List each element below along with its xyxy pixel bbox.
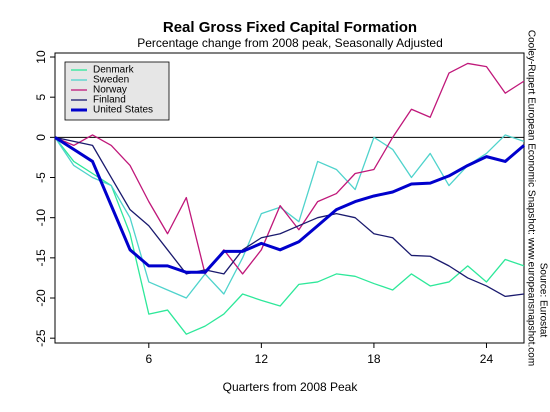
x-tick-label: 18 [367,352,381,366]
x-tick-label: 12 [255,352,269,366]
y-tick-label: -20 [34,289,48,307]
plot-frame [54,52,525,344]
series-line [54,62,525,275]
chart-title: Real Gross Fixed Capital Formation [163,19,417,36]
legend-label: Finland [93,95,126,106]
x-tick-label: 24 [480,352,494,366]
y-tick-label: -15 [34,249,48,267]
legend-label: Norway [93,85,127,96]
source: Source: Eurostat [537,263,548,338]
credit: Cooley-Rupert European Economic Snapshot… [525,30,536,366]
series-line [54,134,525,299]
legend-label: Sweden [93,75,129,86]
y-tick-label: -10 [34,209,48,227]
series-line [54,136,525,298]
chart-subtitle: Percentage change from 2008 peak, Season… [137,36,443,50]
legend-label: United States [93,105,153,116]
x-axis-label: Quarters from 2008 Peak [223,380,359,394]
legend-label: Denmark [93,65,135,76]
y-tick-label: -25 [34,329,48,347]
series-line [54,136,525,335]
series-line [54,136,525,274]
x-tick-label: 6 [145,352,152,366]
y-tick-label: -5 [34,172,48,183]
y-tick-label: 5 [34,94,48,101]
y-tick-label: 0 [34,134,48,141]
y-tick-label: 10 [34,50,48,64]
